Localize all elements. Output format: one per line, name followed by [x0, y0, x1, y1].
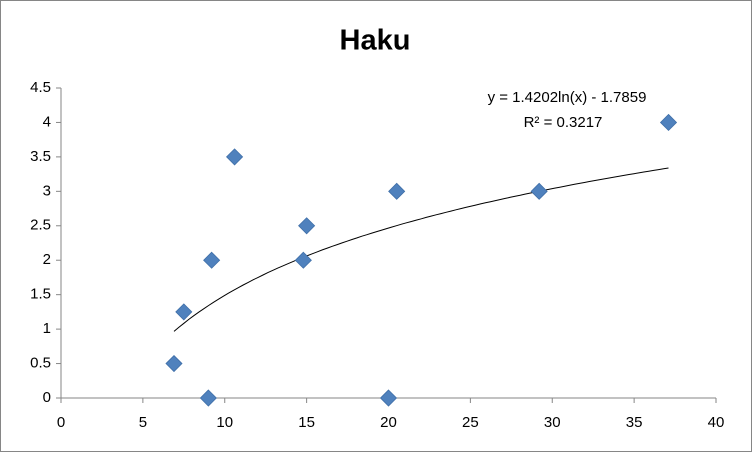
y-tick-label: 2: [43, 251, 51, 268]
scatter-point: [175, 303, 193, 321]
chart-title: Haku: [340, 25, 411, 57]
trendline: [173, 167, 669, 332]
scatter-point: [294, 251, 312, 269]
x-tick-label: 25: [462, 414, 479, 431]
x-tick-label: 20: [380, 414, 397, 431]
x-tick-label: 30: [544, 414, 561, 431]
scatter-point: [379, 389, 398, 407]
scatter-point: [203, 251, 221, 269]
y-tick-label: 4.5: [30, 79, 51, 96]
scatter-point: [165, 354, 183, 373]
scatter-point: [226, 148, 244, 166]
y-tick-label: 1.5: [30, 286, 51, 303]
x-tick-label: 40: [708, 414, 725, 431]
y-tick-label: 3: [43, 182, 51, 199]
scatter-point: [298, 217, 316, 235]
y-tick-label: 1: [43, 320, 51, 337]
x-tick-label: 0: [57, 414, 65, 431]
scatter-point: [530, 182, 548, 200]
y-tick-label: 4: [43, 113, 51, 130]
trendline-r-squared: R² = 0.3217: [524, 114, 603, 131]
x-tick-label: 15: [298, 414, 315, 431]
x-tick-label: 35: [626, 414, 643, 431]
scatter-point: [199, 389, 217, 407]
trendline-equation: y = 1.4202ln(x) - 1.7859: [488, 89, 647, 106]
y-tick-label: 0.5: [30, 355, 51, 372]
y-tick-label: 3.5: [30, 148, 51, 165]
scatter-point: [388, 182, 406, 200]
x-tick-label: 5: [139, 414, 147, 431]
y-tick-label: 0: [43, 389, 51, 406]
y-tick-label: 2.5: [30, 217, 51, 234]
scatter-point: [659, 113, 678, 132]
x-tick-label: 10: [216, 414, 233, 431]
